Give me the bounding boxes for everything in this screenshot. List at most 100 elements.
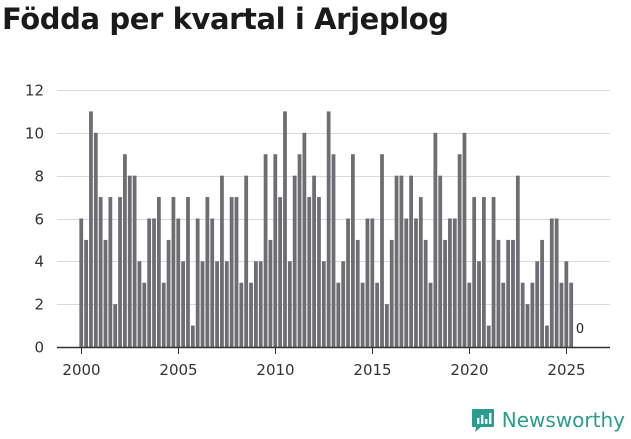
bar — [312, 175, 316, 347]
bar — [346, 218, 350, 347]
bar — [404, 218, 409, 347]
bar — [370, 218, 375, 347]
bar — [491, 197, 496, 347]
bar — [244, 175, 249, 347]
bar — [229, 197, 234, 347]
bar — [253, 261, 258, 347]
bar — [554, 218, 559, 347]
y-tick-label: 0 — [34, 339, 44, 357]
x-tick-label: 2000 — [62, 361, 100, 379]
bar — [399, 175, 404, 347]
bar — [161, 282, 166, 347]
bar — [520, 282, 525, 347]
bar — [477, 261, 481, 347]
x-axis — [57, 346, 610, 354]
bar — [467, 282, 472, 347]
bar — [462, 132, 467, 347]
bar — [384, 304, 389, 347]
bar — [549, 218, 554, 347]
bar — [186, 197, 190, 347]
bar — [215, 261, 219, 347]
newsworthy-icon — [471, 409, 494, 432]
bar — [166, 239, 171, 347]
bar — [559, 282, 564, 347]
bar — [428, 282, 433, 347]
bar — [273, 154, 278, 347]
bar — [355, 239, 360, 347]
bar — [569, 282, 574, 347]
bar — [234, 197, 239, 347]
bar — [443, 239, 447, 347]
bar — [409, 175, 413, 347]
bar — [190, 325, 195, 347]
bar — [515, 175, 520, 347]
bar — [351, 154, 355, 347]
bar — [84, 239, 88, 347]
bar — [239, 282, 244, 347]
bar — [98, 197, 103, 347]
bar — [287, 261, 292, 347]
bar — [118, 197, 122, 347]
bar — [317, 197, 321, 347]
x-tick-label: 2010 — [256, 361, 294, 379]
bar — [341, 261, 346, 347]
bar — [195, 218, 200, 347]
bar — [123, 154, 127, 347]
x-axis-labels: 2000 2005 2010 2015 2020 2025 — [62, 361, 585, 379]
y-axis-labels: 0 2 4 6 8 10 12 — [25, 82, 44, 357]
bar — [336, 282, 341, 347]
bar — [220, 175, 224, 347]
bar — [307, 197, 312, 347]
y-tick-label: 6 — [34, 211, 44, 229]
bar — [545, 325, 549, 347]
bar — [525, 304, 530, 347]
bar — [113, 304, 118, 347]
bar — [457, 154, 462, 347]
bar — [205, 197, 210, 347]
bar — [297, 154, 302, 347]
bar — [481, 197, 486, 347]
x-tick-label: 2025 — [547, 361, 585, 379]
bar — [152, 218, 156, 347]
bar — [268, 239, 273, 347]
bar — [137, 261, 142, 347]
brand-name: Newsworthy — [501, 408, 625, 432]
bar — [171, 197, 176, 347]
bar — [147, 218, 152, 347]
bar — [224, 261, 229, 347]
bar — [375, 282, 380, 347]
bar — [486, 325, 491, 347]
bar — [365, 218, 370, 347]
bar — [423, 239, 428, 347]
annotations: 0 — [574, 320, 586, 339]
bar — [210, 218, 215, 347]
x-tick-label: 2015 — [353, 361, 391, 379]
bar — [156, 197, 161, 347]
bar — [511, 239, 515, 347]
bar — [283, 111, 287, 347]
bar — [530, 282, 535, 347]
bar — [360, 282, 365, 347]
y-tick-label: 10 — [25, 125, 44, 143]
bar — [127, 175, 132, 347]
bar — [394, 175, 399, 347]
bar — [249, 282, 253, 347]
newsworthy-logo: Newsworthy — [470, 407, 625, 433]
bar — [506, 239, 511, 347]
bar — [418, 197, 423, 347]
bar — [263, 154, 268, 347]
bar — [452, 218, 457, 347]
bar — [200, 261, 205, 347]
bar — [448, 218, 452, 347]
bar — [302, 132, 307, 347]
bar — [79, 218, 84, 347]
bar — [326, 111, 331, 347]
x-tick-label: 2020 — [450, 361, 488, 379]
bar — [292, 175, 297, 347]
bar — [176, 218, 181, 347]
bar — [472, 197, 477, 347]
x-tick-label: 2005 — [159, 361, 197, 379]
bar — [321, 261, 326, 347]
bar — [438, 175, 443, 347]
